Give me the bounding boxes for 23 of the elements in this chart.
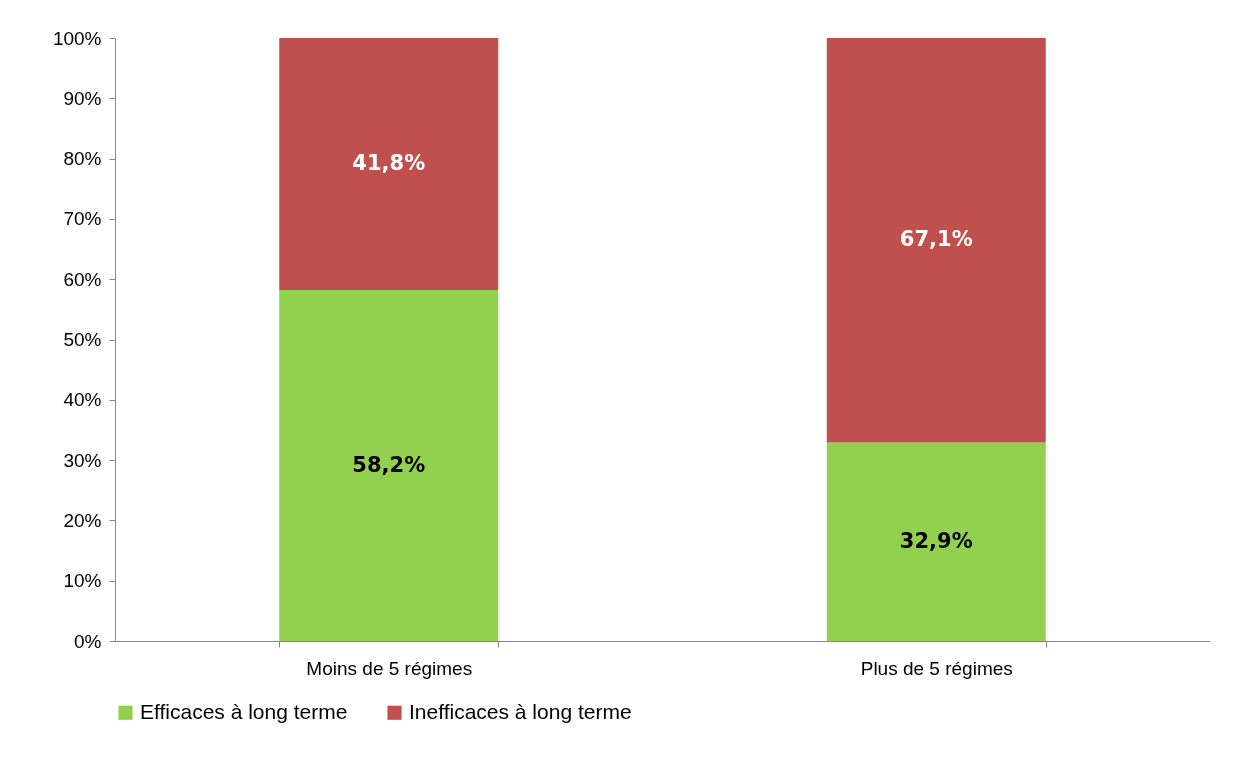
y-tick-label: 20% bbox=[63, 509, 102, 531]
x-tick-label: Plus de 5 régimes bbox=[860, 657, 1013, 679]
y-tick-label: 50% bbox=[63, 329, 102, 350]
legend-label: Efficaces à long terme bbox=[140, 699, 348, 723]
bar bbox=[826, 442, 1046, 641]
y-tick-label: 0% bbox=[74, 630, 102, 652]
y-tick-label: 40% bbox=[63, 389, 102, 411]
bar bbox=[279, 38, 499, 291]
bar bbox=[826, 38, 1046, 443]
y-tick-label: 80% bbox=[63, 148, 102, 170]
y-tick-label: 70% bbox=[63, 208, 102, 230]
y-tick-label: 10% bbox=[63, 570, 102, 592]
x-tick-label: Moins de 5 régimes bbox=[306, 657, 473, 679]
data-label: 58,2% bbox=[352, 452, 426, 477]
data-label: 32,9% bbox=[899, 528, 973, 553]
y-tick-label: 90% bbox=[63, 87, 102, 109]
y-tick-label: 100% bbox=[52, 27, 102, 49]
y-tick-label: 60% bbox=[63, 268, 102, 290]
data-label: 41,8% bbox=[352, 151, 426, 176]
data-label: 67,1% bbox=[899, 227, 973, 252]
bar bbox=[279, 290, 499, 641]
y-tick-label: 30% bbox=[63, 449, 102, 471]
legend-label: Inefficaces à long terme bbox=[409, 699, 632, 723]
